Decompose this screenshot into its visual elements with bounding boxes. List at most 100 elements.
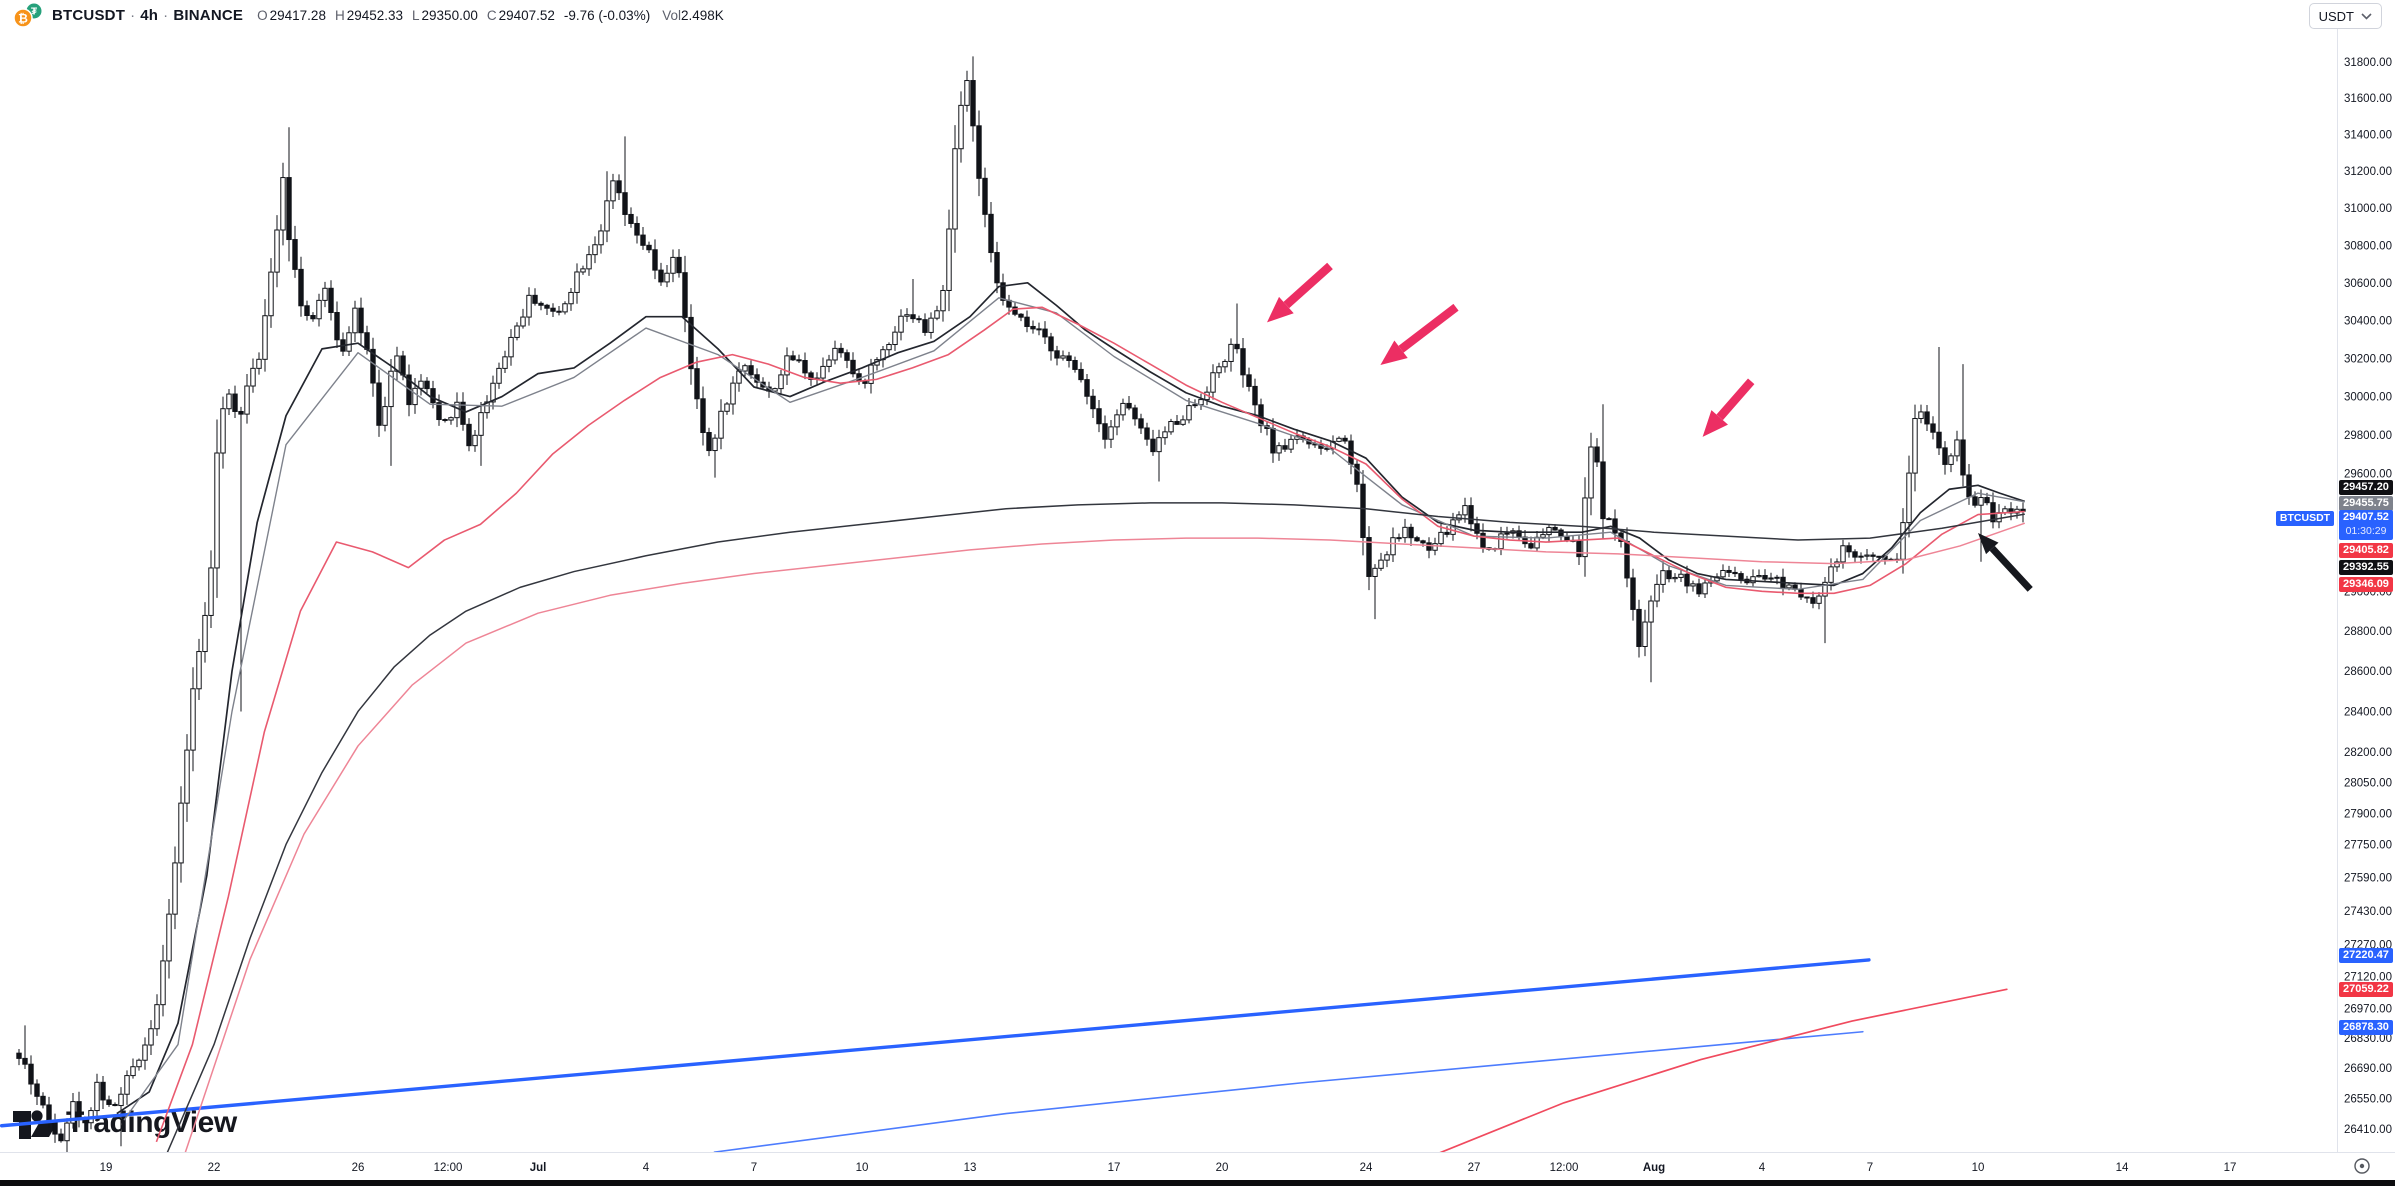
candle-up bbox=[142, 1044, 148, 1061]
candle-down bbox=[1072, 359, 1078, 370]
candle-up bbox=[1210, 372, 1216, 393]
ohlc-item: C 29407.52 bbox=[486, 7, 555, 23]
candle-up bbox=[514, 325, 520, 338]
candle-down bbox=[232, 393, 238, 412]
price-axis-label: 27120.00 bbox=[2344, 971, 2392, 983]
candle-down bbox=[466, 423, 472, 447]
candle-down bbox=[1090, 395, 1096, 410]
ma-fast-black bbox=[116, 281, 2026, 1115]
candle-down bbox=[1852, 551, 1858, 558]
candle-up bbox=[130, 1066, 136, 1077]
chart-legend: ₮ ₿ BTCUSDT · 4h · BINANCE O 29417.28 H 29452.3… bbox=[0, 0, 2337, 30]
symbol-name: BTCUSDT bbox=[52, 6, 126, 24]
price-axis-label: 26690.00 bbox=[2344, 1063, 2392, 1075]
candle-up bbox=[1546, 526, 1552, 536]
candle-up bbox=[1186, 405, 1192, 421]
candle-up bbox=[448, 417, 454, 421]
trendline-thick-blue[interactable] bbox=[0, 958, 1871, 1128]
black-arrow[interactable] bbox=[1978, 532, 2033, 592]
candle-down bbox=[1666, 570, 1672, 580]
candle-down bbox=[1282, 445, 1288, 450]
ohlc-item: L 29350.00 bbox=[412, 7, 478, 23]
candle-down bbox=[1030, 325, 1036, 330]
indicator-value-badge: 29457.20 bbox=[2339, 479, 2393, 495]
candle-up bbox=[172, 862, 178, 915]
last-price-value: 29407.52 bbox=[2343, 510, 2389, 523]
candle-up bbox=[1750, 576, 1756, 584]
candle-down bbox=[1444, 531, 1450, 535]
candle-down bbox=[1420, 540, 1426, 544]
candle-down bbox=[298, 268, 304, 307]
candle-up bbox=[1222, 360, 1228, 368]
price-axis-label: 26970.00 bbox=[2344, 1003, 2392, 1015]
candle-down bbox=[1552, 526, 1558, 531]
volume-value: 2.498K bbox=[680, 7, 724, 23]
candle-down bbox=[994, 252, 1000, 284]
time-axis-label: 12:00 bbox=[434, 1162, 463, 1174]
plot-area[interactable] bbox=[0, 56, 2033, 1155]
candle-up bbox=[1672, 576, 1678, 580]
candle-up bbox=[1660, 570, 1666, 585]
candle-up bbox=[1756, 575, 1762, 578]
candle-up bbox=[1822, 581, 1828, 597]
candle-down bbox=[442, 419, 448, 422]
indicator-value-badge: 26878.30 bbox=[2339, 1020, 2393, 1036]
indicator-value-badge: 27220.47 bbox=[2339, 947, 2393, 963]
candle-down bbox=[376, 382, 382, 426]
time-axis-label: 7 bbox=[1867, 1162, 1873, 1174]
candle-up bbox=[1108, 426, 1114, 440]
candle-down bbox=[304, 305, 310, 317]
candle-down bbox=[676, 256, 682, 274]
symbol-title[interactable]: BTCUSDT · 4h · BINANCE bbox=[52, 6, 244, 24]
trendline-thin-blue[interactable] bbox=[713, 1030, 1864, 1152]
candle-down bbox=[970, 80, 976, 127]
candle-down bbox=[1612, 518, 1618, 534]
candle-up bbox=[1906, 472, 1912, 524]
price-axis-label: 29600.00 bbox=[2344, 469, 2392, 481]
candles-layer bbox=[16, 56, 2026, 1152]
ohlc-item: H 29452.33 bbox=[334, 7, 404, 23]
candle-down bbox=[796, 359, 802, 362]
ma-gray bbox=[123, 297, 2025, 1121]
candle-down bbox=[790, 355, 796, 361]
currency-selector-button[interactable]: USDT bbox=[2308, 3, 2382, 29]
pink-arrow-1[interactable] bbox=[1267, 262, 1333, 323]
candle-down bbox=[550, 307, 556, 312]
candle-down bbox=[1606, 518, 1612, 521]
candle-down bbox=[310, 315, 316, 320]
candle-up bbox=[352, 307, 358, 334]
candle-down bbox=[16, 1052, 22, 1059]
settings-gear-icon[interactable] bbox=[2354, 1158, 2370, 1174]
time-axis-label: 4 bbox=[1759, 1162, 1766, 1174]
candle-up bbox=[244, 385, 250, 415]
candle-down bbox=[364, 332, 370, 350]
candle-up bbox=[1336, 437, 1342, 442]
candle-down bbox=[838, 347, 844, 354]
time-axis-label: 4 bbox=[643, 1162, 650, 1174]
time-axis[interactable]: 19 22 26 12:00 Jul 4 7 10 13 17 20 24 27 12:00 Aug 4 7 10… bbox=[100, 1158, 2370, 1174]
price-axis[interactable]: 31800.00 31600.00 31400.00 31200.00 31000.00… bbox=[2344, 57, 2392, 1136]
candle-down bbox=[1348, 440, 1354, 465]
price-axis-label: 26410.00 bbox=[2344, 1124, 2392, 1136]
candle-down bbox=[1270, 427, 1276, 454]
candle-down bbox=[1066, 355, 1072, 361]
candle-up bbox=[280, 177, 286, 231]
candle-down bbox=[58, 1133, 64, 1142]
candle-up bbox=[1432, 543, 1438, 551]
pink-arrow-3[interactable] bbox=[1702, 378, 1755, 437]
candle-down bbox=[916, 318, 922, 321]
pink-arrow-2[interactable] bbox=[1380, 303, 1459, 366]
candle-up bbox=[610, 180, 616, 202]
candle-down bbox=[1480, 532, 1486, 549]
candle-up bbox=[598, 230, 604, 246]
candle-up bbox=[472, 434, 478, 447]
candle-down bbox=[292, 239, 298, 270]
indicator-value-badge: 29455.75 bbox=[2339, 495, 2393, 511]
time-axis-label: 26 bbox=[352, 1162, 365, 1174]
candle-up bbox=[1858, 555, 1864, 558]
price-axis-label: 30200.00 bbox=[2344, 353, 2392, 365]
candle-down bbox=[1132, 407, 1138, 420]
candle-up bbox=[1540, 534, 1546, 538]
curve-slow-red[interactable] bbox=[1434, 988, 2008, 1155]
